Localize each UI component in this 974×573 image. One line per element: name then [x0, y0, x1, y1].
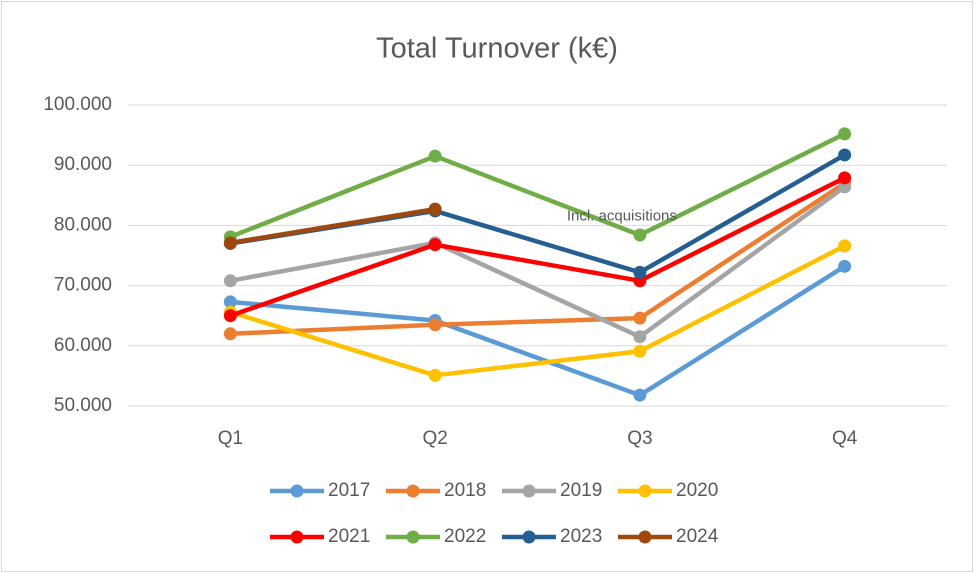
legend-marker — [406, 530, 420, 544]
legend-label: 2024 — [676, 526, 719, 547]
legend-label: 2021 — [328, 526, 370, 547]
legend-label: 2017 — [328, 480, 370, 501]
data-point — [428, 318, 442, 332]
legend-marker — [638, 484, 652, 498]
y-tick-label: 80.000 — [54, 214, 112, 235]
legend-marker — [522, 484, 536, 498]
legend-marker — [290, 484, 304, 498]
legend-label: 2022 — [444, 526, 486, 547]
data-point — [223, 236, 237, 250]
data-point — [633, 330, 647, 344]
data-point — [633, 388, 647, 402]
x-tick-label: Q1 — [218, 428, 243, 449]
data-point — [838, 171, 852, 185]
data-point — [428, 149, 442, 163]
data-point — [838, 127, 852, 141]
data-point — [633, 228, 647, 242]
y-tick-label: 50.000 — [54, 395, 112, 416]
series-line — [230, 181, 846, 337]
legend-label: 2018 — [444, 480, 486, 501]
series-line — [229, 185, 846, 340]
data-point — [838, 259, 852, 273]
data-point — [838, 180, 852, 194]
y-tick-label: 70.000 — [54, 275, 112, 296]
data-point — [223, 327, 237, 341]
data-point — [633, 344, 647, 358]
series-line — [229, 243, 846, 378]
data-point — [633, 311, 647, 325]
chart-title: Total Turnover (k€) — [376, 33, 618, 65]
data-point — [838, 148, 852, 162]
series-line — [229, 175, 846, 318]
y-tick-label: 60.000 — [54, 335, 112, 356]
data-point — [428, 202, 442, 216]
legend-label: 2020 — [676, 480, 718, 501]
series-line — [230, 206, 436, 246]
data-point — [428, 238, 442, 252]
legend-marker — [638, 530, 652, 544]
y-tick-label: 100.000 — [43, 94, 112, 115]
legend-marker — [522, 530, 536, 544]
series-line — [230, 264, 846, 398]
data-point — [838, 239, 852, 253]
data-point — [223, 274, 237, 288]
annotation: Incl. acquisitions — [567, 207, 677, 224]
data-point — [633, 265, 647, 279]
series-line — [229, 131, 846, 239]
data-point — [223, 309, 237, 323]
y-tick-label: 90.000 — [54, 154, 112, 175]
legend-label: 2019 — [560, 480, 602, 501]
x-tick-label: Q2 — [422, 428, 447, 449]
legend-marker — [290, 530, 304, 544]
data-point — [428, 368, 442, 382]
x-tick-label: Q3 — [627, 428, 652, 449]
x-tick-label: Q4 — [832, 428, 858, 449]
data-point — [223, 295, 237, 309]
legend-label: 2023 — [560, 526, 602, 547]
legend-marker — [406, 484, 420, 498]
